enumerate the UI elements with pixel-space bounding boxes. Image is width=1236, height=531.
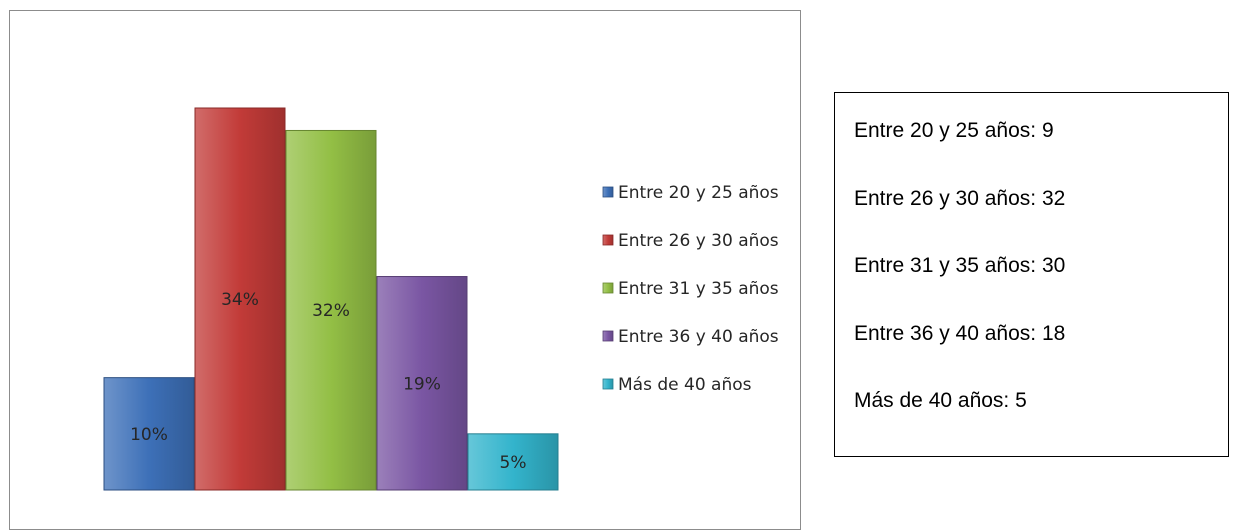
bar-value-label-5: 5% — [500, 453, 527, 473]
legend-label-5: Más de 40 años — [618, 375, 752, 395]
bar-5 — [467, 433, 559, 491]
bar-4 — [376, 276, 468, 491]
count-20-25: Entre 20 y 25 años: 9 — [854, 119, 1054, 142]
bar-value-label-3: 32% — [312, 301, 350, 321]
legend: Entre 20 y 25 años Entre 26 y 30 años Entr… — [602, 183, 779, 395]
count-36-40: Entre 36 y 40 años: 18 — [854, 322, 1066, 345]
age-counts-box: Entre 20 y 25 años: 9 Entre 26 y 30 años… — [834, 92, 1229, 457]
count-31-35: Entre 31 y 35 años: 30 — [854, 254, 1066, 277]
legend-swatch-3 — [602, 282, 614, 294]
bar-value-label-4: 19% — [403, 374, 441, 394]
legend-swatch-4 — [602, 330, 614, 342]
legend-label-4: Entre 36 y 40 años — [618, 327, 779, 347]
bars-layer: 10% 34% 32% 19% 5% — [103, 107, 559, 491]
legend-label-3: Entre 31 y 35 años — [618, 279, 779, 299]
chart-frame: 10% 34% 32% 19% 5% Entre 20 y 25 años Entre 2… — [9, 10, 801, 530]
legend-swatch-5 — [602, 378, 614, 390]
bar-value-label-1: 10% — [130, 425, 168, 445]
count-26-30: Entre 26 y 30 años: 32 — [854, 187, 1066, 210]
bar-value-label-2: 34% — [221, 290, 259, 310]
legend-swatch-1 — [602, 186, 614, 198]
bar-2 — [194, 107, 286, 491]
count-over-40: Más de 40 años: 5 — [854, 389, 1027, 412]
bar-1 — [103, 377, 195, 491]
legend-label-1: Entre 20 y 25 años — [618, 183, 779, 203]
legend-label-2: Entre 26 y 30 años — [618, 231, 779, 251]
bar-3 — [285, 129, 377, 491]
legend-swatch-2 — [602, 234, 614, 246]
